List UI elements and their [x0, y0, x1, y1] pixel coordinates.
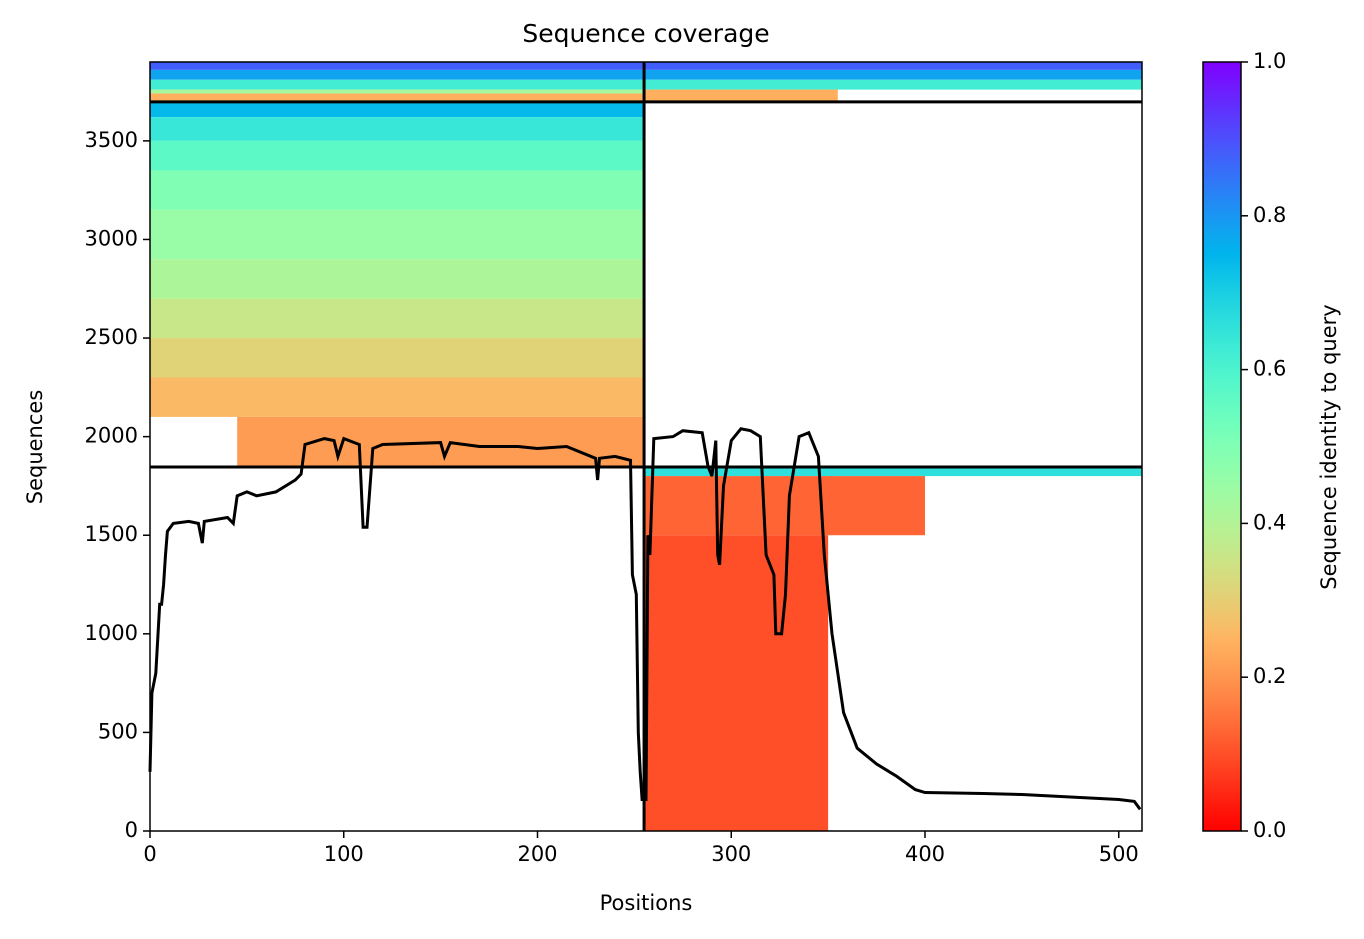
y-tick-label: 1500 [85, 522, 138, 546]
coverage-block [150, 101, 645, 118]
coverage-block [150, 117, 645, 141]
colorbar-tick-label: 0.6 [1253, 357, 1286, 381]
y-tick-label: 2500 [85, 325, 138, 349]
chart-title: Sequence coverage [522, 19, 769, 48]
coverage-block [644, 535, 829, 831]
coverage-block [150, 209, 645, 260]
coverage-block [150, 93, 645, 102]
colorbar-tick-label: 0.0 [1253, 818, 1286, 842]
x-tick-label: 100 [324, 842, 364, 866]
colorbar-tick-label: 0.2 [1253, 664, 1286, 688]
y-tick-label: 2000 [85, 424, 138, 448]
coverage-block [150, 89, 645, 94]
coverage-block [150, 377, 645, 417]
colorbar-tick-label: 1.0 [1253, 49, 1286, 73]
y-tick-label: 500 [98, 719, 138, 743]
coverage-block [150, 69, 1142, 80]
y-tick-label: 0 [125, 818, 138, 842]
x-tick-label: 0 [143, 842, 156, 866]
coverage-block [644, 89, 838, 102]
coverage-block [150, 62, 1142, 70]
colorbar-tick-label: 0.4 [1253, 510, 1286, 534]
coverage-block [644, 476, 925, 536]
coverage-block [150, 338, 645, 378]
coverage-block [150, 140, 645, 171]
x-axis-label: Positions [600, 891, 693, 915]
x-tick-label: 400 [905, 842, 945, 866]
x-tick-label: 200 [517, 842, 557, 866]
coverage-block [150, 298, 645, 339]
plot-frame [149, 61, 1143, 832]
coverage-block [644, 467, 1142, 477]
y-axis-label: Sequences [23, 390, 47, 505]
y-tick-label: 3500 [85, 128, 138, 152]
colorbar-label: Sequence identity to query [1317, 304, 1341, 589]
colorbar-tick-label: 0.8 [1253, 203, 1286, 227]
x-tick-label: 300 [711, 842, 751, 866]
coverage-block [150, 170, 645, 210]
coverage-block [150, 259, 645, 299]
colorbar [1202, 61, 1242, 832]
coverage-block [150, 79, 1142, 90]
y-tick-label: 1000 [85, 621, 138, 645]
coverage-line [148, 427, 1142, 811]
x-tick-label: 500 [1099, 842, 1139, 866]
y-tick-label: 3000 [85, 226, 138, 250]
